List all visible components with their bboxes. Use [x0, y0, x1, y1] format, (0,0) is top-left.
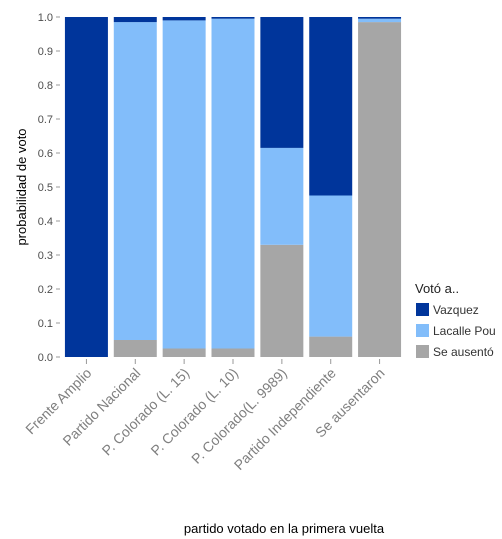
bar-segment-0-1	[113, 340, 157, 357]
y-tick-label: 0.3	[38, 250, 53, 262]
bar-segment-0-5	[309, 336, 353, 357]
bar-segment-2-0	[64, 17, 108, 357]
y-tick-label: 0.2	[38, 284, 53, 296]
y-tick-label: 0.7	[38, 114, 53, 126]
x-tick-label: P. Colorado(L. 9989)	[188, 365, 290, 467]
bar-segment-2-5	[309, 17, 353, 196]
y-tick-label: 0.8	[38, 80, 53, 92]
bar-segment-2-4	[260, 17, 304, 148]
legend-label: Se ausentó	[433, 345, 494, 359]
y-tick-label: 0.1	[38, 318, 53, 330]
bar-segment-1-1	[113, 22, 157, 340]
y-tick-label: 0.4	[38, 216, 53, 228]
legend-key	[416, 345, 429, 358]
bar-segment-0-3	[211, 348, 255, 357]
y-axis: 0.0 0.1 0.2 0.3 0.4 0.5 0.6 0.7 0.8 0.9 1.0	[38, 12, 60, 364]
bar-segment-0-6	[358, 22, 402, 357]
bar-segment-1-6	[358, 18, 402, 23]
y-tick-label: 0.0	[38, 352, 53, 364]
bar-segment-2-6	[358, 17, 402, 19]
bar-segment-2-2	[162, 17, 206, 21]
x-axis-title: partido votado en la primera vuelta	[184, 521, 385, 536]
y-tick-label: 1.0	[38, 12, 53, 24]
y-tick-label: 0.9	[38, 46, 53, 58]
legend-key	[416, 303, 429, 316]
bar-segment-0-2	[162, 348, 206, 357]
y-tick-label: 0.5	[38, 182, 53, 194]
bar-segment-1-5	[309, 195, 353, 337]
x-tick-label: P. Colorado (L. 10)	[147, 365, 241, 459]
legend: Votó a.. Vazquez Lacalle Pou Se ausentó	[415, 281, 496, 359]
legend-label: Vazquez	[433, 303, 479, 317]
bar-segment-1-4	[260, 147, 304, 245]
legend-title: Votó a..	[415, 281, 459, 296]
bar-segment-2-3	[211, 17, 255, 19]
bar-segment-1-3	[211, 18, 255, 349]
legend-key	[416, 324, 429, 337]
x-tick-label: P. Colorado (L. 15)	[99, 365, 193, 459]
legend-label: Lacalle Pou	[433, 324, 496, 338]
bar-segment-0-4	[260, 244, 304, 357]
y-axis-title: probabilidad de voto	[14, 128, 29, 245]
bars	[64, 17, 402, 357]
bar-segment-2-1	[113, 17, 157, 23]
y-tick-label: 0.6	[38, 148, 53, 160]
bar-segment-1-2	[162, 20, 206, 349]
